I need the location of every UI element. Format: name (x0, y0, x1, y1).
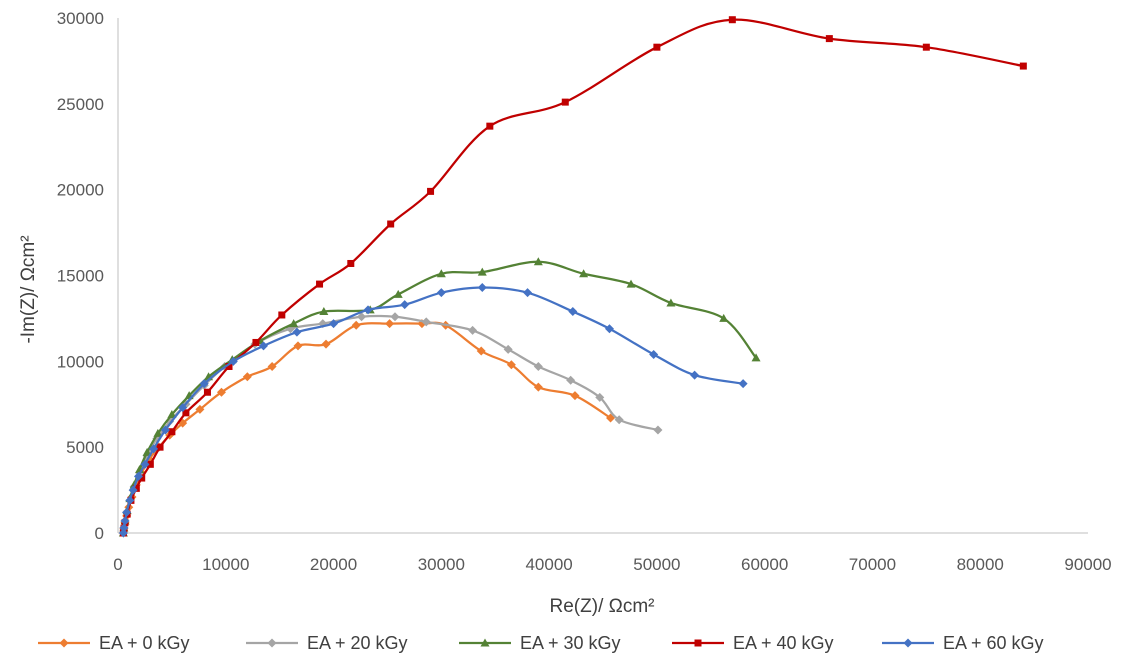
data-point (400, 300, 409, 309)
x-axis-title: Re(Z)/ Ωcm² (550, 596, 655, 617)
legend-item-ea-0-kgy: EA + 0 kGy (38, 633, 190, 653)
legend-label: EA + 0 kGy (99, 633, 190, 653)
data-point (566, 376, 575, 385)
x-tick-label: 30000 (418, 555, 465, 574)
data-point (653, 44, 660, 51)
data-point (347, 260, 354, 267)
legend-label: EA + 40 kGy (733, 633, 834, 653)
data-point (719, 314, 728, 322)
x-tick-label: 0 (113, 555, 122, 574)
data-point (243, 372, 252, 381)
data-point (278, 311, 285, 318)
data-point (316, 281, 323, 288)
legend-marker (904, 639, 913, 648)
series-ea-40-kgy (120, 16, 1027, 536)
data-point (486, 123, 493, 130)
y-tick-label: 0 (95, 524, 104, 543)
series-ea-20-kgy (119, 312, 663, 537)
data-point (605, 324, 614, 333)
x-tick-label: 90000 (1064, 555, 1111, 574)
axes (118, 18, 1088, 533)
series-line (123, 20, 1023, 533)
y-axis-title: -Im(Z)/ Ωcm² (18, 235, 39, 343)
series-layer (119, 16, 1027, 537)
series-ea-0-kgy (119, 319, 615, 537)
data-point (293, 341, 302, 350)
y-tick-label: 10000 (57, 352, 104, 371)
x-tick-label: 10000 (202, 555, 249, 574)
data-point (168, 428, 175, 435)
data-point (157, 444, 164, 451)
series-line (123, 288, 743, 533)
series-ea-60-kgy (119, 283, 748, 537)
series-line (123, 262, 756, 533)
data-point (690, 371, 699, 380)
data-point (427, 188, 434, 195)
data-point (739, 379, 748, 388)
y-tick-label: 15000 (57, 267, 104, 286)
data-point (468, 326, 477, 335)
y-tick-label: 20000 (57, 181, 104, 200)
x-tick-label: 20000 (310, 555, 357, 574)
data-point (523, 288, 532, 297)
data-point (1020, 63, 1027, 70)
data-point (252, 339, 259, 346)
data-point (826, 35, 833, 42)
data-point (390, 312, 399, 321)
data-point (534, 362, 543, 371)
legend-label: EA + 60 kGy (943, 633, 1044, 653)
legend-marker (695, 640, 702, 647)
x-tick-label: 40000 (525, 555, 572, 574)
data-point (923, 44, 930, 51)
data-point (570, 391, 579, 400)
data-point (649, 350, 658, 359)
data-point (729, 16, 736, 23)
data-point (352, 321, 361, 330)
legend-label: EA + 30 kGy (520, 633, 621, 653)
series-line (123, 323, 610, 533)
data-point (562, 99, 569, 106)
data-point (322, 340, 331, 349)
y-tick-label: 30000 (57, 9, 104, 28)
y-tick-label: 25000 (57, 95, 104, 114)
data-point (504, 345, 513, 354)
legend-marker (268, 639, 277, 648)
legend-label: EA + 20 kGy (307, 633, 408, 653)
x-tick-label: 70000 (849, 555, 896, 574)
data-point (478, 283, 487, 292)
legend-marker (60, 639, 69, 648)
data-point (568, 307, 577, 316)
data-point (653, 426, 662, 435)
legend-item-ea-20-kgy: EA + 20 kGy (246, 633, 408, 653)
legend-item-ea-40-kgy: EA + 40 kGy (672, 633, 834, 653)
data-point (437, 288, 446, 297)
x-tick-label: 50000 (633, 555, 680, 574)
x-tick-label: 80000 (957, 555, 1004, 574)
data-point (204, 389, 211, 396)
data-point (385, 319, 394, 328)
legend-item-ea-60-kgy: EA + 60 kGy (882, 633, 1044, 653)
x-tick-label: 60000 (741, 555, 788, 574)
series-line (123, 316, 658, 533)
data-point (387, 221, 394, 228)
y-tick-label: 5000 (66, 438, 104, 457)
legend-item-ea-30-kgy: EA + 30 kGy (459, 633, 621, 653)
legend: EA + 0 kGy EA + 20 kGy EA + 30 kGy EA + 40 … (38, 633, 1044, 653)
tick-labels: 0 10000 20000 30000 40000 50000 60000 70000 8000… (57, 9, 1112, 574)
